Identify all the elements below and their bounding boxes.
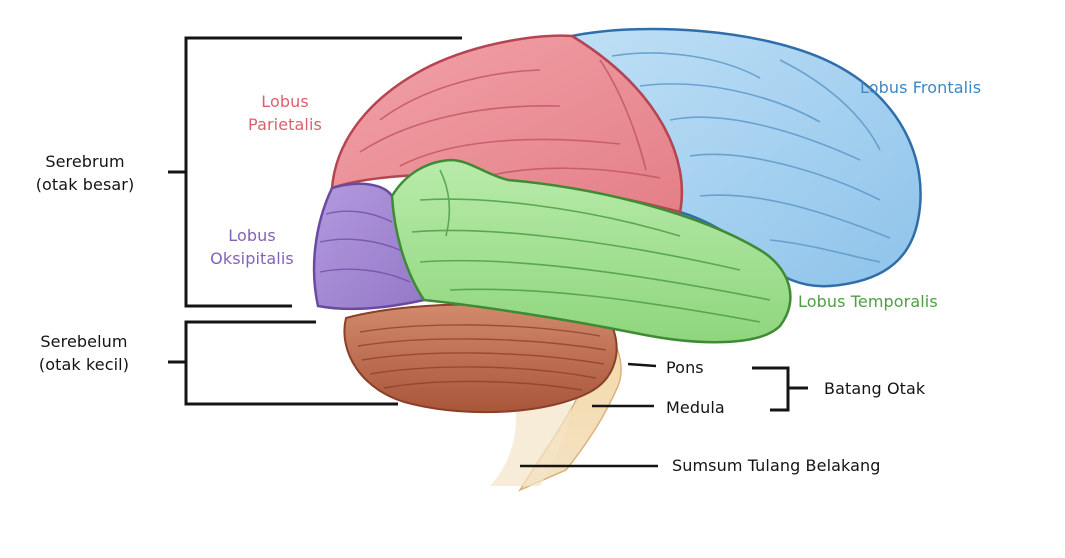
cerebellum-label-line1: Serebelum	[40, 332, 128, 351]
cerebellum-label: Serebelum (otak kecil)	[6, 330, 162, 376]
pons-leader-line	[627, 362, 657, 368]
spinal-cord-shape	[490, 400, 572, 486]
cerebrum-label: Serebrum (otak besar)	[10, 150, 160, 196]
medulla-label: Medula	[666, 398, 725, 417]
parietal-lobe-label: Lobus Parietalis	[240, 90, 330, 136]
cerebrum-bracket	[168, 36, 462, 308]
parietal-label-line1: Lobus	[261, 92, 309, 111]
occipital-lobe-label: Lobus Oksipitalis	[206, 224, 298, 270]
occipital-lobe-gyri	[319, 210, 411, 283]
cerebrum-label-line2: (otak besar)	[35, 175, 135, 194]
brainstem-bracket	[752, 366, 808, 412]
spinal-cord-label: Sumsum Tulang Belakang	[672, 456, 881, 475]
cerebellum-folds	[357, 324, 607, 391]
cerebrum-label-line1: Serebrum	[45, 152, 125, 171]
brainstem-label: Batang Otak	[824, 379, 926, 398]
temporal-lobe-label: Lobus Temporalis	[798, 292, 938, 311]
frontal-lobe-label: Lobus Frontalis	[860, 78, 982, 97]
cerebellum-bracket	[168, 320, 398, 406]
parietal-lobe-gyri	[359, 59, 661, 179]
temporal-lobe-gyri	[411, 169, 771, 323]
occipital-label-line2: Oksipitalis	[210, 249, 294, 268]
frontal-lobe-gyri	[611, 52, 891, 263]
pons-label: Pons	[666, 358, 704, 377]
cerebellum-label-line2: (otak kecil)	[38, 355, 130, 374]
temporal-lobe-shape	[390, 158, 792, 344]
occipital-label-line1: Lobus	[228, 226, 276, 245]
parietal-label-line2: Parietalis	[248, 115, 322, 134]
